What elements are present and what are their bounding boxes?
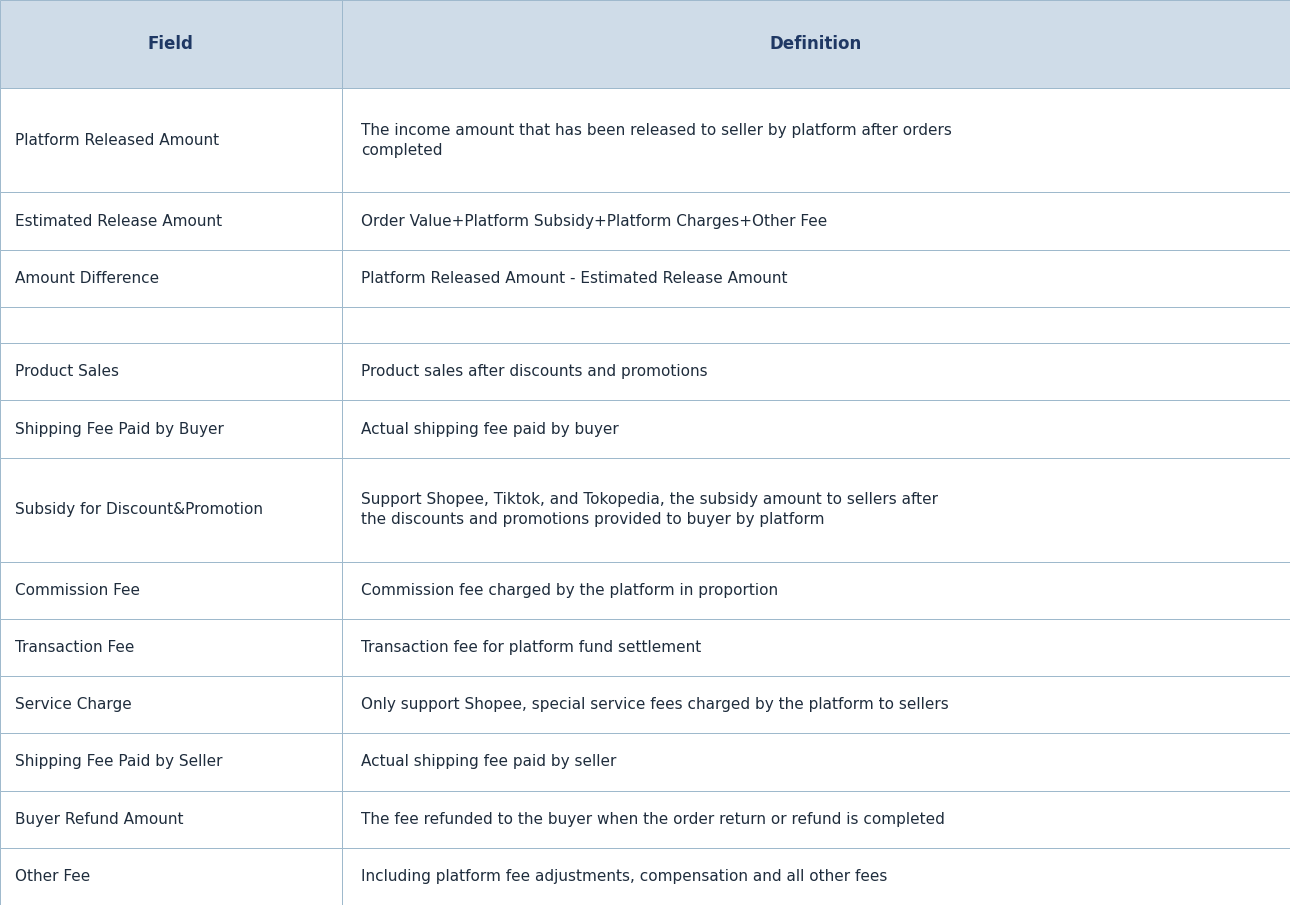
Text: Including platform fee adjustments, compensation and all other fees: Including platform fee adjustments, comp…	[361, 869, 888, 884]
Bar	[0, 193, 342, 250]
Bar	[342, 458, 1290, 562]
Bar	[0, 250, 342, 307]
Text: Platform Released Amount - Estimated Release Amount: Platform Released Amount - Estimated Rel…	[361, 271, 788, 286]
Text: Platform Released Amount: Platform Released Amount	[15, 133, 219, 148]
Text: Estimated Release Amount: Estimated Release Amount	[15, 214, 223, 229]
Bar	[0, 791, 342, 848]
Bar	[0, 848, 342, 905]
Text: Transaction Fee: Transaction Fee	[15, 640, 135, 655]
Bar	[342, 733, 1290, 791]
Text: The fee refunded to the buyer when the order return or refund is completed: The fee refunded to the buyer when the o…	[361, 812, 946, 826]
Bar	[342, 848, 1290, 905]
Bar	[342, 676, 1290, 733]
Bar	[342, 791, 1290, 848]
Text: Subsidy for Discount&Promotion: Subsidy for Discount&Promotion	[15, 502, 263, 518]
Text: Field: Field	[148, 35, 193, 53]
Bar	[342, 193, 1290, 250]
Text: Amount Difference: Amount Difference	[15, 271, 160, 286]
Text: Product Sales: Product Sales	[15, 365, 120, 379]
Text: Shipping Fee Paid by Buyer: Shipping Fee Paid by Buyer	[15, 422, 224, 436]
Bar	[342, 619, 1290, 676]
Text: Buyer Refund Amount: Buyer Refund Amount	[15, 812, 184, 826]
Bar	[342, 0, 1290, 89]
Bar	[0, 401, 342, 458]
Text: Commission Fee: Commission Fee	[15, 583, 141, 598]
Bar	[0, 676, 342, 733]
Text: Support Shopee, Tiktok, and Tokopedia, the subsidy amount to sellers after
the d: Support Shopee, Tiktok, and Tokopedia, t…	[361, 492, 938, 527]
Bar	[0, 733, 342, 791]
Text: Other Fee: Other Fee	[15, 869, 90, 884]
Bar	[342, 343, 1290, 401]
Text: Shipping Fee Paid by Seller: Shipping Fee Paid by Seller	[15, 755, 223, 769]
Text: Transaction fee for platform fund settlement: Transaction fee for platform fund settle…	[361, 640, 702, 655]
Bar	[342, 307, 1290, 343]
Bar	[342, 250, 1290, 307]
Text: Only support Shopee, special service fees charged by the platform to sellers: Only support Shopee, special service fee…	[361, 697, 949, 712]
Bar	[0, 0, 342, 89]
Bar	[0, 343, 342, 401]
Text: The income amount that has been released to seller by platform after orders
comp: The income amount that has been released…	[361, 123, 952, 157]
Text: Actual shipping fee paid by buyer: Actual shipping fee paid by buyer	[361, 422, 619, 436]
Text: Order Value+Platform Subsidy+Platform Charges+Other Fee: Order Value+Platform Subsidy+Platform Ch…	[361, 214, 827, 229]
Bar	[342, 401, 1290, 458]
Bar	[342, 89, 1290, 193]
Bar	[0, 562, 342, 619]
Text: Definition: Definition	[770, 35, 862, 53]
Text: Service Charge: Service Charge	[15, 697, 133, 712]
Bar	[0, 89, 342, 193]
Bar	[0, 307, 342, 343]
Bar	[0, 619, 342, 676]
Text: Commission fee charged by the platform in proportion: Commission fee charged by the platform i…	[361, 583, 778, 598]
Text: Product sales after discounts and promotions: Product sales after discounts and promot…	[361, 365, 708, 379]
Bar	[0, 458, 342, 562]
Bar	[342, 562, 1290, 619]
Text: Actual shipping fee paid by seller: Actual shipping fee paid by seller	[361, 755, 617, 769]
